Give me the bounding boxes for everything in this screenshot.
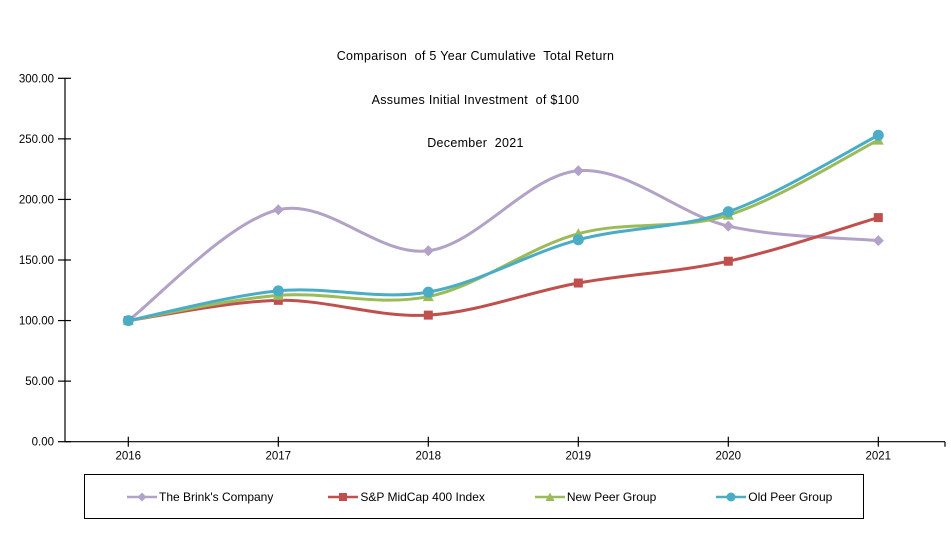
marker-s-p-midcap-400-index-2019 xyxy=(573,278,583,288)
series-line-s-p-midcap-400-index xyxy=(126,216,880,323)
legend-marker-triangle-icon xyxy=(534,492,565,501)
legend-item-the-brink-s-company: The Brink's Company xyxy=(127,490,273,504)
y-tick-label: 100.00 xyxy=(19,316,54,328)
legend-label: Old Peer Group xyxy=(748,489,833,504)
marker-old-peer-group-2019 xyxy=(572,234,584,246)
chart-title-line3: December 2021 xyxy=(427,136,524,150)
legend-item-new-peer-group: New Peer Group xyxy=(534,489,657,504)
y-tick-label: 200.00 xyxy=(19,194,54,206)
x-tick-label: 2017 xyxy=(266,451,292,463)
marker-old-peer-group-2017 xyxy=(272,285,284,297)
marker-s-p-midcap-400-index-2021 xyxy=(873,213,883,223)
legend-label: New Peer Group xyxy=(566,489,657,504)
series-line-the-brink-s-company xyxy=(126,169,880,323)
legend-item-s-p-midcap-400-index: S&P MidCap 400 Index xyxy=(328,490,485,504)
chart-legend: The Brink's Company S&P MidCap 400 Index N… xyxy=(84,474,864,519)
marker-old-peer-group-2020 xyxy=(722,206,734,218)
marker-old-peer-group-2018 xyxy=(422,286,434,298)
marker-s-p-midcap-400-index-2017 xyxy=(273,295,283,305)
legend-marker-square-icon xyxy=(328,492,359,501)
y-tick-label: 50.00 xyxy=(25,376,54,388)
y-tick-label: 250.00 xyxy=(19,134,54,146)
x-tick-label: 2016 xyxy=(116,451,142,463)
series-line-old-peer-group xyxy=(126,133,880,323)
legend-label: The Brink's Company xyxy=(159,489,274,504)
x-tick-label: 2018 xyxy=(416,451,442,463)
x-tick-label: 2020 xyxy=(716,451,742,463)
y-tick-label: 300.00 xyxy=(19,73,54,85)
marker-the-brink-s-company-2019 xyxy=(572,165,584,177)
chart-title: Comparison of 5 Year Cumulative Total Re… xyxy=(0,20,951,180)
series-line-new-peer-group xyxy=(126,138,880,323)
legend-marker-circle-icon xyxy=(716,492,747,501)
x-tick-label: 2019 xyxy=(566,451,592,463)
marker-s-p-midcap-400-index-2018 xyxy=(423,310,433,320)
legend-marker-diamond-icon xyxy=(127,492,157,501)
legend-label: S&P MidCap 400 Index xyxy=(360,489,485,504)
marker-old-peer-group-2016 xyxy=(122,315,134,327)
marker-old-peer-group-2021 xyxy=(872,129,884,141)
marker-the-brink-s-company-2017 xyxy=(272,204,284,216)
marker-the-brink-s-company-2018 xyxy=(422,245,434,257)
legend-item-old-peer-group: Old Peer Group xyxy=(716,490,832,504)
chart-title-line1: Comparison of 5 Year Cumulative Total Re… xyxy=(336,49,615,63)
marker-s-p-midcap-400-index-2020 xyxy=(723,256,733,266)
y-tick-label: 0.00 xyxy=(32,437,54,449)
marker-the-brink-s-company-2021 xyxy=(872,235,884,247)
marker-the-brink-s-company-2020 xyxy=(722,220,734,232)
y-tick-label: 150.00 xyxy=(19,255,54,267)
chart-title-line2: Assumes Initial Investment of $100 xyxy=(371,92,580,107)
x-tick-label: 2021 xyxy=(866,451,892,463)
